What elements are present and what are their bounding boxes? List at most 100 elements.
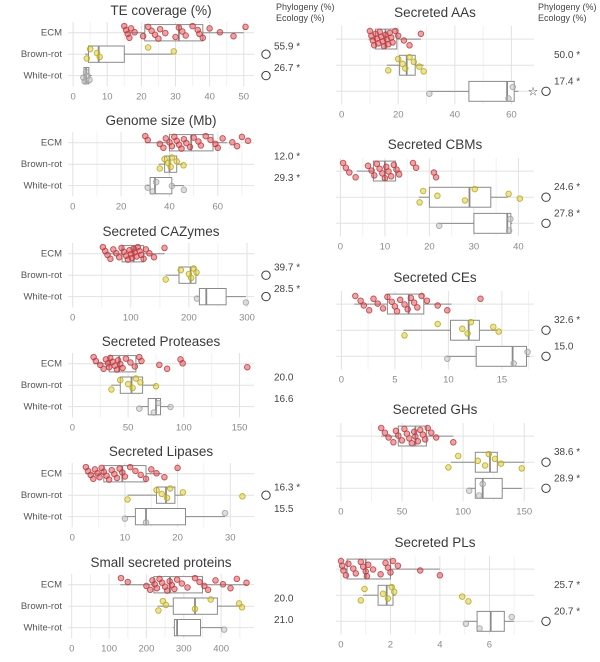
y-category-label: ECM (41, 138, 62, 149)
points-ecm (352, 292, 484, 315)
points-whiterot (220, 626, 228, 633)
data-point-ecm (190, 134, 197, 142)
x-axis: 0 50 100 150 (338, 507, 532, 518)
data-point-ecm (410, 299, 418, 306)
data-point-whiterot (465, 487, 473, 495)
data-point-ecm (385, 168, 392, 176)
y-category-label: Brown-rot (21, 490, 63, 501)
data-point-ecm (364, 561, 372, 568)
data-point-ecm (388, 298, 395, 305)
y-axis: ECM Brown-rot White-rot (21, 248, 63, 302)
y-category-label: ECM (41, 359, 62, 370)
panel-canvas: TE coverage (%) 0 10 20 30 40 50 ECM Brown-rot Wh… (21, 2, 335, 102)
panel-secreted-cazymes: Secreted CAZymes 0 100 200 300 ECM Brown-rot Wh… (0, 221, 300, 331)
points-ecm (337, 557, 444, 580)
data-point-brownrot (385, 67, 392, 74)
data-point-brownrot (464, 330, 471, 337)
data-point-ecm (409, 160, 417, 167)
data-point-brownrot (401, 331, 408, 339)
data-point-ecm (244, 137, 252, 145)
panel-title: Small secreted proteins (90, 555, 231, 570)
data-point-ecm (121, 473, 129, 481)
data-point-ecm (148, 466, 155, 473)
data-point-ecm (432, 434, 440, 441)
phylogeny-value: 12.0 * (274, 152, 300, 163)
points-brownrot (385, 53, 427, 75)
data-point-brownrot (420, 68, 427, 75)
ecology-value: 15.0 (554, 341, 574, 352)
x-tick-label: 40 (204, 91, 215, 102)
data-point-ecm (92, 357, 100, 365)
data-point-brownrot (518, 465, 526, 472)
y-axis: ECM Brown-rot White-rot (21, 28, 63, 82)
data-point-ecm (385, 434, 392, 441)
x-tick-label: 200 (181, 312, 197, 323)
data-point-ecm (392, 27, 399, 35)
data-point-ecm (244, 363, 251, 371)
data-point-ecm (238, 133, 246, 141)
data-point-ecm (342, 571, 350, 579)
annotation-values: 20.0 21.0 (274, 593, 294, 625)
data-point-ecm (115, 253, 123, 261)
x-tick-label: 60 (212, 202, 223, 213)
x-tick-label: 20 (393, 109, 404, 120)
data-point-whiterot (154, 399, 162, 407)
data-point-brownrot (177, 266, 185, 274)
panel-canvas: Small secreted proteins 0 100 200 300 400 ECM B… (21, 555, 294, 654)
data-point-whiterot (479, 480, 486, 488)
data-point-whiterot (221, 510, 229, 517)
y-axis: ECM Brown-rot White-rot (21, 138, 63, 192)
data-point-whiterot (150, 409, 158, 416)
data-point-ecm (434, 302, 441, 309)
x-tick-label: 10 (380, 242, 391, 253)
data-point-ecm (155, 35, 162, 42)
points-ecm (90, 353, 251, 373)
data-point-ecm (371, 172, 378, 180)
x-tick-label: 0 (338, 507, 343, 518)
data-point-ecm (178, 145, 185, 153)
data-point-ecm (150, 253, 158, 261)
data-point-ecm (126, 34, 133, 42)
data-point-ecm (164, 587, 171, 594)
data-point-brownrot (238, 603, 246, 611)
panel-canvas: Secreted GHs 0 50 100 150 38.6 * 28.9 * (336, 402, 580, 518)
boxplot-whiterot (446, 345, 530, 367)
data-point-brownrot (163, 494, 171, 502)
x-axis: 0 20 40 60 (70, 202, 223, 213)
x-tick-label: 400 (213, 643, 229, 654)
x-tick-label: 6 (487, 639, 492, 650)
data-point-whiterot (168, 183, 176, 190)
data-point-ecm (389, 39, 396, 46)
x-tick-label: 50 (238, 91, 249, 102)
data-point-ecm (368, 167, 375, 175)
data-point-brownrot (191, 605, 199, 612)
data-point-ecm (201, 582, 208, 589)
phylogeny-header: Phylogeny (%) (276, 2, 335, 12)
data-point-ecm (212, 576, 219, 584)
points-ecm (121, 22, 249, 42)
boxplot-whiterot (429, 80, 519, 102)
ecology-value: 29.3 * (274, 173, 300, 184)
x-tick-label: 0 (70, 312, 75, 323)
x-tick-label: 20 (136, 91, 147, 102)
significance-circle-icon (541, 351, 551, 361)
data-point-ecm (196, 578, 203, 585)
annotation-values: 20.0 16.6 (274, 372, 294, 404)
boxplot-whiterot (196, 287, 246, 305)
data-point-ecm (444, 306, 451, 314)
data-point-ecm (379, 170, 386, 178)
data-point-ecm (424, 424, 431, 432)
annotation-values: 38.6 * 28.9 * (554, 447, 580, 484)
y-category-label: Brown-rot (21, 49, 63, 60)
data-point-ecm (393, 307, 401, 315)
data-point-brownrot (481, 462, 489, 469)
significance-circle-icon (261, 270, 271, 280)
data-point-ecm (227, 584, 234, 592)
y-category-label: Brown-rot (21, 601, 63, 612)
data-point-ecm (161, 244, 168, 251)
annotation-values: 32.6 * 15.0 (554, 315, 580, 352)
data-point-ecm (122, 355, 130, 362)
data-point-ecm (407, 294, 415, 301)
data-point-brownrot (155, 606, 162, 614)
data-point-ecm (172, 33, 179, 41)
